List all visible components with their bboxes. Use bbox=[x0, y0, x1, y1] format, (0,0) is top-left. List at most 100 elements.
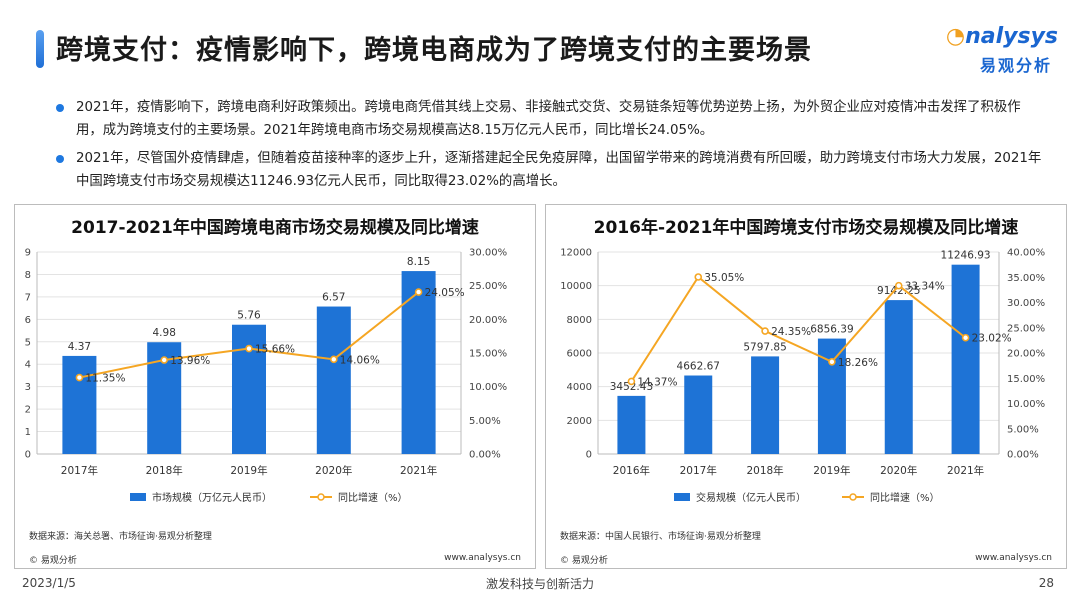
bullet-dot-icon bbox=[56, 155, 64, 163]
logo-wordmark: ◔nalysys bbox=[945, 24, 1058, 49]
y2-tick-label: 30.00% bbox=[469, 248, 507, 259]
x-tick-label: 2016年 bbox=[613, 464, 650, 477]
y2-tick-label: 35.00% bbox=[1007, 273, 1045, 284]
chart-panel-ecommerce: 2017-2021年中国跨境电商市场交易规模及同比增速 0 1 2 3 4 5 6 7 8 9 0.… bbox=[14, 204, 536, 569]
y-tick-label: 10000 bbox=[560, 281, 592, 292]
y2-tick-label: 40.00% bbox=[1007, 248, 1045, 259]
bar bbox=[617, 395, 646, 454]
bar-value-label: 4.37 bbox=[68, 341, 91, 353]
x-tick-label: 2019年 bbox=[813, 464, 850, 477]
y-tick-label: 8000 bbox=[567, 315, 592, 326]
line-point bbox=[245, 344, 253, 353]
footer-slogan: 激发科技与创新活力 bbox=[485, 577, 594, 591]
chart-title: 2017-2021年中国跨境电商市场交易规模及同比增速 bbox=[71, 218, 479, 238]
website: www.analysys.cn bbox=[975, 553, 1052, 563]
legend-label: 市场规模（万亿元人民币） bbox=[152, 491, 272, 504]
x-tick-label: 2018年 bbox=[146, 464, 183, 477]
y2-tick-label: 10.00% bbox=[469, 382, 507, 393]
line-point bbox=[329, 355, 338, 364]
bar bbox=[316, 306, 351, 454]
logo-chinese: 易观分析 bbox=[979, 56, 1052, 75]
bullet-list: 2021年，疫情影响下，跨境电商利好政策频出。跨境电商凭借其线上交易、非接触式交… bbox=[56, 96, 1046, 198]
page-title: 跨境支付：疫情影响下，跨境电商成为了跨境支付的主要场景 bbox=[56, 35, 812, 66]
y-tick-label: 1 bbox=[25, 427, 31, 438]
x-tick-label: 2017年 bbox=[61, 464, 98, 477]
bar bbox=[62, 355, 97, 454]
line-point bbox=[694, 273, 703, 281]
bar bbox=[951, 264, 980, 454]
legend-line-marker bbox=[849, 493, 857, 501]
x-tick-label: 2019年 bbox=[230, 464, 267, 477]
website: www.analysys.cn bbox=[444, 553, 521, 563]
data-source: 数据来源：中国人民银行、市场征询·易观分析整理 bbox=[560, 532, 761, 542]
line-value-label: 13.96% bbox=[170, 355, 210, 367]
bar-value-label: 8.15 bbox=[407, 256, 430, 268]
bullet-item: 2021年，尽管国外疫情肆虐，但随着疫苗接种率的逐步上升，逐渐搭建起全民免疫屏障… bbox=[56, 147, 1046, 193]
title-accent-bar bbox=[36, 30, 44, 68]
y2-tick-label: 20.00% bbox=[469, 315, 507, 326]
x-tick-label: 2021年 bbox=[947, 464, 984, 477]
y-tick-label: 8 bbox=[25, 270, 31, 281]
line-value-label: 18.26% bbox=[838, 357, 878, 369]
line-value-label: 33.34% bbox=[905, 281, 945, 293]
line-point bbox=[414, 288, 423, 296]
line-value-label: 15.66% bbox=[255, 344, 295, 356]
bar-value-label: 3452.43 bbox=[610, 381, 653, 393]
bar-value-label: 4662.67 bbox=[677, 361, 720, 373]
line-point bbox=[160, 356, 168, 364]
x-tick-label: 2020年 bbox=[315, 464, 352, 477]
y-tick-label: 12000 bbox=[560, 248, 592, 259]
y2-tick-label: 20.00% bbox=[1007, 349, 1045, 360]
chart-payment: 0 2000 4000 6000 8000 10000 12000 0.00% 5.00% 10.… bbox=[560, 248, 1045, 505]
y2-tick-label: 5.00% bbox=[1007, 424, 1039, 435]
chart-panel-payment: 2016年-2021年中国跨境支付市场交易规模及同比增速 0 2000 4000 60… bbox=[545, 204, 1067, 569]
line-point bbox=[627, 377, 636, 386]
y2-tick-label: 0.00% bbox=[1007, 450, 1039, 461]
y2-tick-label: 15.00% bbox=[1007, 374, 1045, 385]
y-tick-label: 0 bbox=[586, 450, 592, 461]
y-tick-label: 6000 bbox=[567, 349, 592, 360]
bar bbox=[684, 375, 713, 454]
bar-value-label: 5797.85 bbox=[743, 341, 786, 353]
y2-tick-label: 25.00% bbox=[469, 281, 507, 292]
x-tick-label: 2020年 bbox=[880, 464, 917, 477]
copyright: © 易观分析 bbox=[29, 556, 77, 566]
bar-value-label: 11246.93 bbox=[941, 250, 991, 262]
analysys-logo: ◔nalysys 易观分析 bbox=[938, 24, 1058, 80]
chart-ecommerce: 0 1 2 3 4 5 6 7 8 9 0.00% 5.00% 10.00% 15.00% 20.00% 25… bbox=[25, 248, 508, 505]
y2-tick-label: 10.00% bbox=[1007, 399, 1045, 410]
y2-tick-label: 30.00% bbox=[1007, 298, 1045, 309]
y-tick-label: 5 bbox=[25, 337, 31, 348]
line-value-label: 14.06% bbox=[340, 354, 380, 366]
page-number: 28 bbox=[1038, 576, 1054, 590]
bar bbox=[751, 356, 780, 454]
bullet-item: 2021年，疫情影响下，跨境电商利好政策频出。跨境电商凭借其线上交易、非接触式交… bbox=[56, 96, 1046, 142]
copyright: © 易观分析 bbox=[560, 556, 608, 566]
y-tick-label: 2 bbox=[25, 405, 31, 416]
growth-line bbox=[630, 275, 967, 382]
y-tick-label: 2000 bbox=[567, 416, 592, 427]
line-value-label: 23.02% bbox=[972, 333, 1012, 345]
y2-tick-label: 5.00% bbox=[469, 416, 501, 427]
bar bbox=[884, 300, 913, 454]
legend-bar-swatch bbox=[674, 493, 690, 501]
legend-label: 交易规模（亿元人民币） bbox=[696, 491, 806, 504]
line-value-label: 11.35% bbox=[85, 373, 125, 385]
line-value-label: 14.37% bbox=[637, 376, 677, 388]
y2-tick-label: 0.00% bbox=[469, 450, 501, 461]
line-point bbox=[828, 357, 836, 366]
footer-date: 2023/1/5 bbox=[22, 576, 76, 590]
y2-tick-label: 15.00% bbox=[469, 349, 507, 360]
line-value-label: 24.35% bbox=[771, 326, 811, 338]
bar-value-label: 6.57 bbox=[322, 292, 345, 304]
legend-label: 同比增速（%） bbox=[338, 491, 408, 504]
line-point bbox=[961, 333, 970, 342]
y-tick-label: 4 bbox=[25, 360, 31, 371]
legend-label: 同比增速（%） bbox=[870, 491, 940, 504]
y-tick-label: 4000 bbox=[567, 382, 592, 393]
x-tick-label: 2018年 bbox=[746, 464, 783, 477]
y-tick-label: 0 bbox=[25, 450, 31, 461]
x-tick-label: 2017年 bbox=[680, 464, 717, 477]
line-point bbox=[894, 281, 903, 290]
line-point bbox=[75, 373, 84, 382]
